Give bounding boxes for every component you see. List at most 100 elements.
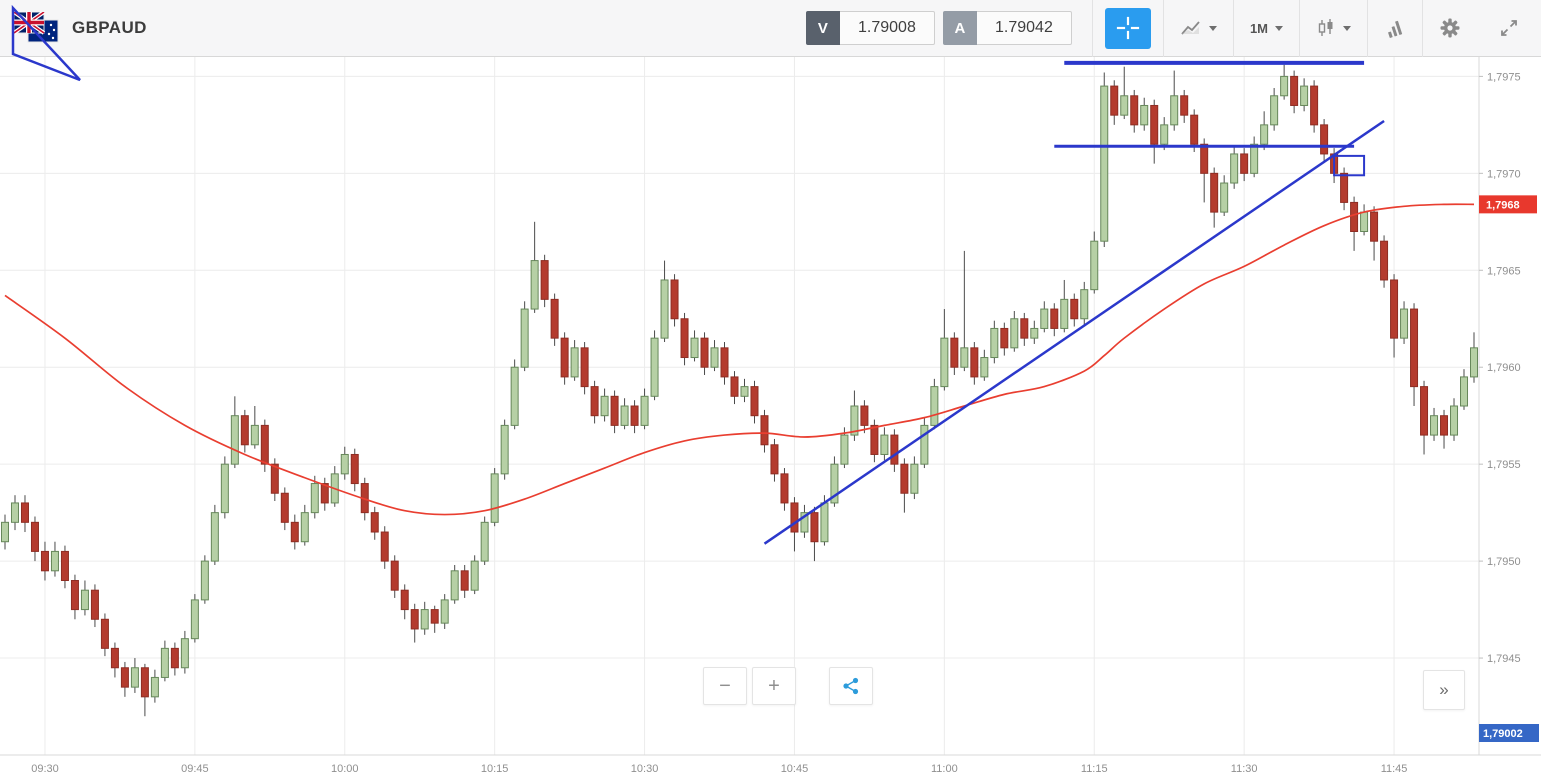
crosshair-tool-button[interactable] [1104,7,1151,49]
candle [1060,279,1069,333]
candle [990,320,999,364]
candle [580,342,589,395]
candle [0,514,9,550]
time-axis[interactable] [0,755,1541,781]
candle [930,378,939,430]
ma-price-badge [1479,195,1537,214]
time-axis-label: 11:30 [1231,763,1258,775]
candle [690,330,699,362]
rectangle-drawing[interactable] [1333,154,1366,177]
candle [770,438,779,482]
candle [1140,97,1149,131]
price-axis-label: 1,7945 [1487,653,1521,665]
candle [1380,235,1389,288]
candle [940,309,949,391]
candle [1370,206,1379,261]
candle [270,458,279,502]
candle [920,417,929,469]
price-axis-label: 1,7970 [1487,168,1521,180]
candle [740,378,749,403]
candle [210,504,219,565]
candle [560,332,569,385]
candle [1050,303,1059,337]
candle [570,340,579,381]
timeframe-button[interactable]: 1M [1238,0,1295,57]
time-axis-label: 10:00 [331,763,359,775]
candle [680,312,689,366]
candle [1260,111,1269,151]
ask-quote[interactable]: A 1.79042 [942,11,1072,45]
bid-price-badge-label: 1,79002 [1483,728,1523,740]
candle [590,380,599,424]
candle [900,458,909,513]
zoom-in-button[interactable]: + [752,667,796,705]
toolbar-separator [1422,0,1423,57]
price-axis[interactable] [1479,57,1541,781]
ask-badge: A [942,11,977,45]
candle [1270,88,1279,131]
candle [460,564,469,598]
candle [500,419,509,480]
candle [290,514,299,550]
candle [400,584,409,620]
candle [1320,119,1329,162]
share-button[interactable] [829,667,873,705]
candle [830,456,839,507]
candle [800,504,809,538]
trendline-drawing[interactable] [763,119,1385,545]
candle [810,506,819,562]
expand-button[interactable] [1487,0,1531,57]
candle [100,613,109,657]
candle [380,526,389,569]
timeframe-label: 1M [1249,20,1268,36]
candle [310,475,319,519]
chevron-down-icon [1208,25,1217,31]
candle [440,594,449,629]
moving-average-line[interactable] [4,203,1475,516]
candle [1440,409,1449,449]
candle [1090,231,1099,294]
candle [950,332,959,375]
candle [1020,312,1029,346]
candle [1000,322,1009,356]
zoom-out-button[interactable]: − [703,667,747,705]
candlestick-chart[interactable]: 1,7975 1,7970 1,7965 1,7960 1,7955 1,7950 1,79… [0,57,1541,781]
chart-type-button[interactable] [1168,0,1229,57]
candle-style-button[interactable] [1304,0,1363,57]
candle [410,603,419,643]
candle [730,371,739,405]
share-icon [843,677,859,695]
candle [1010,310,1019,352]
gbpaud-flag-icon [12,10,60,44]
candle [490,468,499,527]
candle [1340,167,1349,211]
candle [1390,274,1399,358]
candle [970,342,979,385]
candle [1230,146,1239,189]
time-axis-label: 10:45 [781,763,809,775]
candle [40,541,49,581]
toolbar-separator [1232,0,1234,57]
candle [1410,303,1419,406]
fullscreen-icon [1501,20,1517,36]
candle [1290,70,1299,114]
candle [760,409,769,453]
settings-button[interactable] [1427,0,1473,57]
candle [540,254,549,308]
candle [700,332,709,375]
candle [150,669,159,703]
bid-quote[interactable]: V 1.79008 [805,11,935,45]
candle [1470,332,1479,383]
collapse-panel-button[interactable]: » [1423,670,1465,710]
candle [1280,64,1289,100]
candle [1350,196,1359,251]
time-axis-label: 11:15 [1081,763,1108,775]
indicators-button[interactable] [1372,0,1418,57]
candle [1150,99,1159,164]
chevron-down-icon [1343,25,1351,31]
candle [1360,204,1369,236]
candle [110,642,119,678]
candle [1180,89,1189,123]
crosshair-icon [1116,16,1140,40]
